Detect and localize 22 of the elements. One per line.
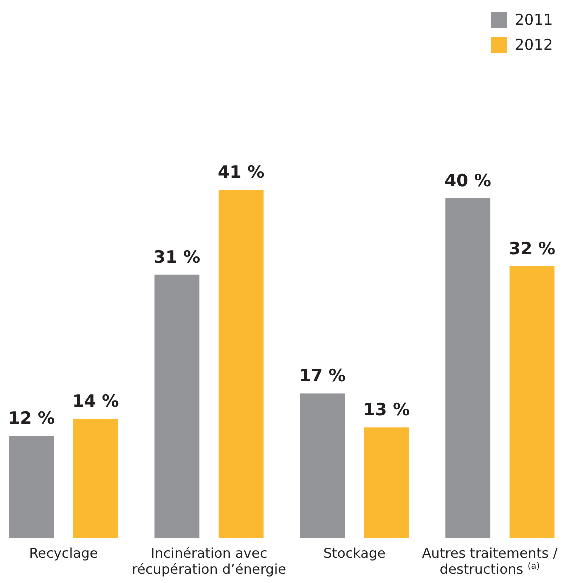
bar xyxy=(446,198,491,538)
bar xyxy=(9,436,54,538)
data-label: 40 % xyxy=(444,171,492,192)
data-label: 13 % xyxy=(364,400,410,421)
data-label: 14 % xyxy=(72,392,120,412)
data-label: 32 % xyxy=(508,239,556,260)
data-label: 41 % xyxy=(218,163,265,183)
data-label: 12 % xyxy=(8,409,56,430)
data-label: 31 % xyxy=(154,248,200,268)
data-label: 17 % xyxy=(299,366,346,387)
x-tick-label: Recyclage xyxy=(29,546,98,562)
bar xyxy=(154,274,200,538)
x-tick-label: Incinération avec récupération d’énergie xyxy=(132,546,286,578)
bar xyxy=(300,394,346,538)
x-tick-label: Autres traitements / destructions $^{(a)}$ xyxy=(422,546,558,578)
bar xyxy=(510,266,555,538)
bar xyxy=(364,428,410,538)
legend-label: 2012 xyxy=(515,36,554,54)
x-tick-label: Stockage xyxy=(324,546,386,562)
bar xyxy=(218,190,264,538)
legend-label: 2011 xyxy=(515,11,554,29)
bar xyxy=(73,419,118,538)
